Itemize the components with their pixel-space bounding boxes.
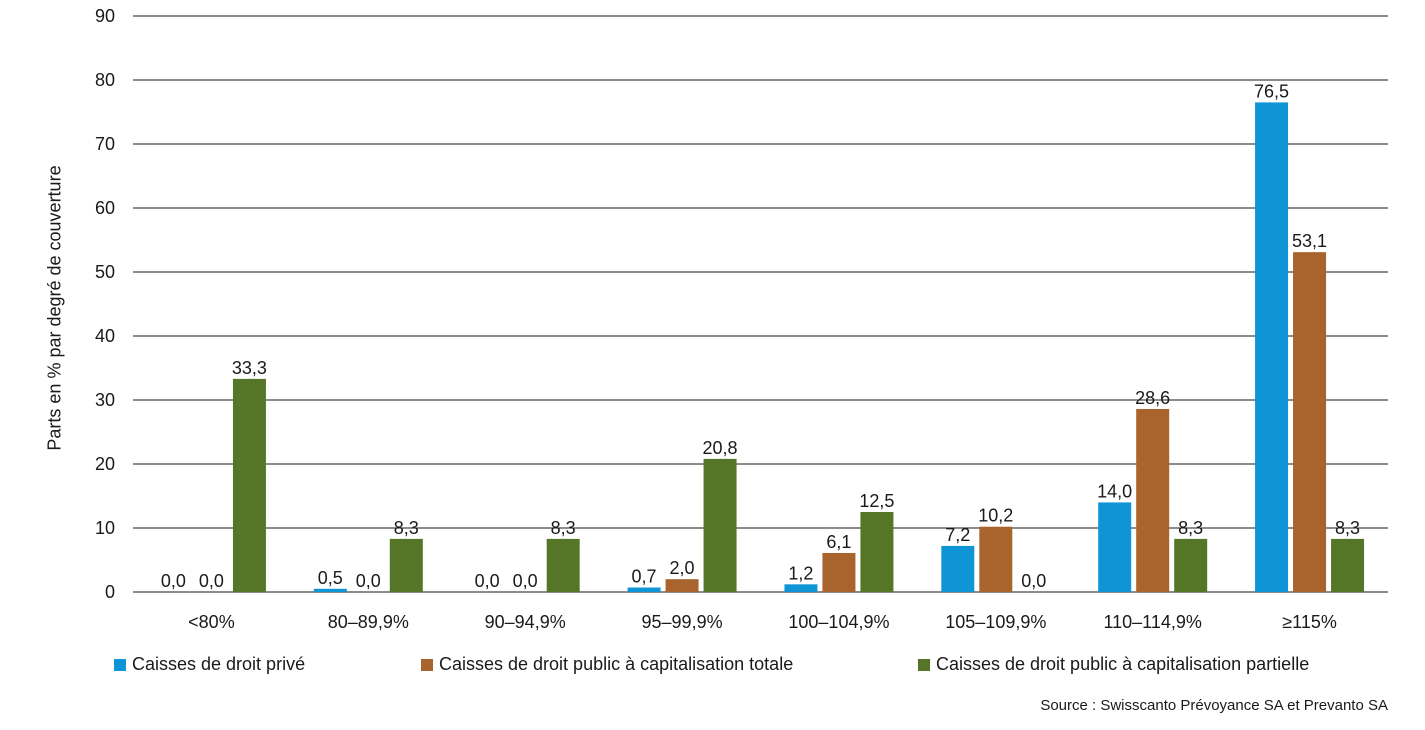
y-tick-label: 60 (95, 198, 115, 218)
source-note: Source : Swisscanto Prévoyance SA et Pre… (1040, 697, 1388, 714)
data-label: 8,3 (1178, 518, 1203, 538)
data-label: 14,0 (1097, 481, 1132, 501)
x-tick-label: 100–104,9% (788, 612, 889, 632)
bar (941, 545, 975, 592)
y-tick-label: 10 (95, 518, 115, 538)
data-label: 1,2 (788, 563, 813, 583)
data-label: 8,3 (394, 518, 419, 538)
bar (860, 512, 894, 592)
y-tick-label: 30 (95, 390, 115, 410)
y-tick-label: 70 (95, 134, 115, 154)
y-tick-label: 20 (95, 454, 115, 474)
y-tick-label: 90 (95, 6, 115, 26)
bar (1293, 252, 1327, 592)
y-tick-label: 0 (105, 582, 115, 602)
y-tick-label: 50 (95, 262, 115, 282)
bar (979, 526, 1013, 592)
y-tick-label: 80 (95, 70, 115, 90)
data-label: 20,8 (703, 438, 738, 458)
data-label: 12,5 (859, 491, 894, 511)
data-label: 8,3 (1335, 518, 1360, 538)
bar (1255, 102, 1289, 593)
bar (1098, 502, 1132, 592)
legend-item-public-total: Caisses de droit public à capitalisation… (421, 654, 793, 675)
data-label: 0,0 (1021, 571, 1046, 591)
legend: Caisses de droit privé Caisses de droit … (0, 654, 1425, 676)
y-axis-title: Parts en % par degré de couverture (44, 165, 65, 451)
data-label: 7,2 (945, 525, 970, 545)
bar (1174, 538, 1208, 592)
bar (1331, 538, 1365, 592)
data-label: 0,5 (318, 568, 343, 588)
legend-swatch-public-total (421, 658, 433, 671)
bar (665, 579, 699, 592)
x-tick-label: <80% (188, 612, 235, 632)
data-label: 0,0 (199, 571, 224, 591)
x-tick-label: 90–94,9% (485, 612, 566, 632)
x-tick-label: 80–89,9% (328, 612, 409, 632)
data-label: 6,1 (826, 532, 851, 552)
x-tick-label: 110–114,9% (1103, 612, 1201, 632)
y-tick-label: 40 (95, 326, 115, 346)
data-label: 0,0 (475, 571, 500, 591)
legend-swatch-public-partial (918, 658, 930, 671)
bar (389, 538, 423, 592)
data-label: 0,0 (161, 571, 186, 591)
data-label: 76,5 (1254, 81, 1289, 101)
x-tick-label: ≥115% (1282, 612, 1337, 632)
legend-item-private: Caisses de droit privé (114, 654, 305, 675)
data-label: 33,3 (232, 358, 267, 378)
bar (232, 378, 266, 592)
data-label: 0,0 (356, 571, 381, 591)
data-label: 0,0 (513, 571, 538, 591)
legend-label-public-total: Caisses de droit public à capitalisation… (439, 654, 794, 674)
data-label: 10,2 (978, 506, 1013, 526)
bar (784, 584, 818, 592)
bar (703, 458, 737, 592)
bar (627, 587, 661, 592)
data-label: 53,1 (1292, 231, 1327, 251)
x-tick-label: 95–99,9% (642, 612, 723, 632)
x-tick-label: 105–109,9% (945, 612, 1046, 632)
bar (546, 538, 580, 592)
data-label: 8,3 (551, 518, 576, 538)
data-label: 0,7 (632, 567, 657, 587)
data-label: 28,6 (1135, 388, 1170, 408)
legend-swatch-private (114, 658, 126, 671)
data-label: 2,0 (670, 558, 695, 578)
bar (822, 552, 856, 592)
bar (313, 588, 347, 592)
legend-label-public-partial: Caisses de droit public à capitalisation… (936, 654, 1310, 674)
bar (1136, 408, 1170, 592)
legend-label-private: Caisses de droit privé (132, 654, 306, 674)
legend-item-public-partial: Caisses de droit public à capitalisation… (918, 654, 1309, 675)
